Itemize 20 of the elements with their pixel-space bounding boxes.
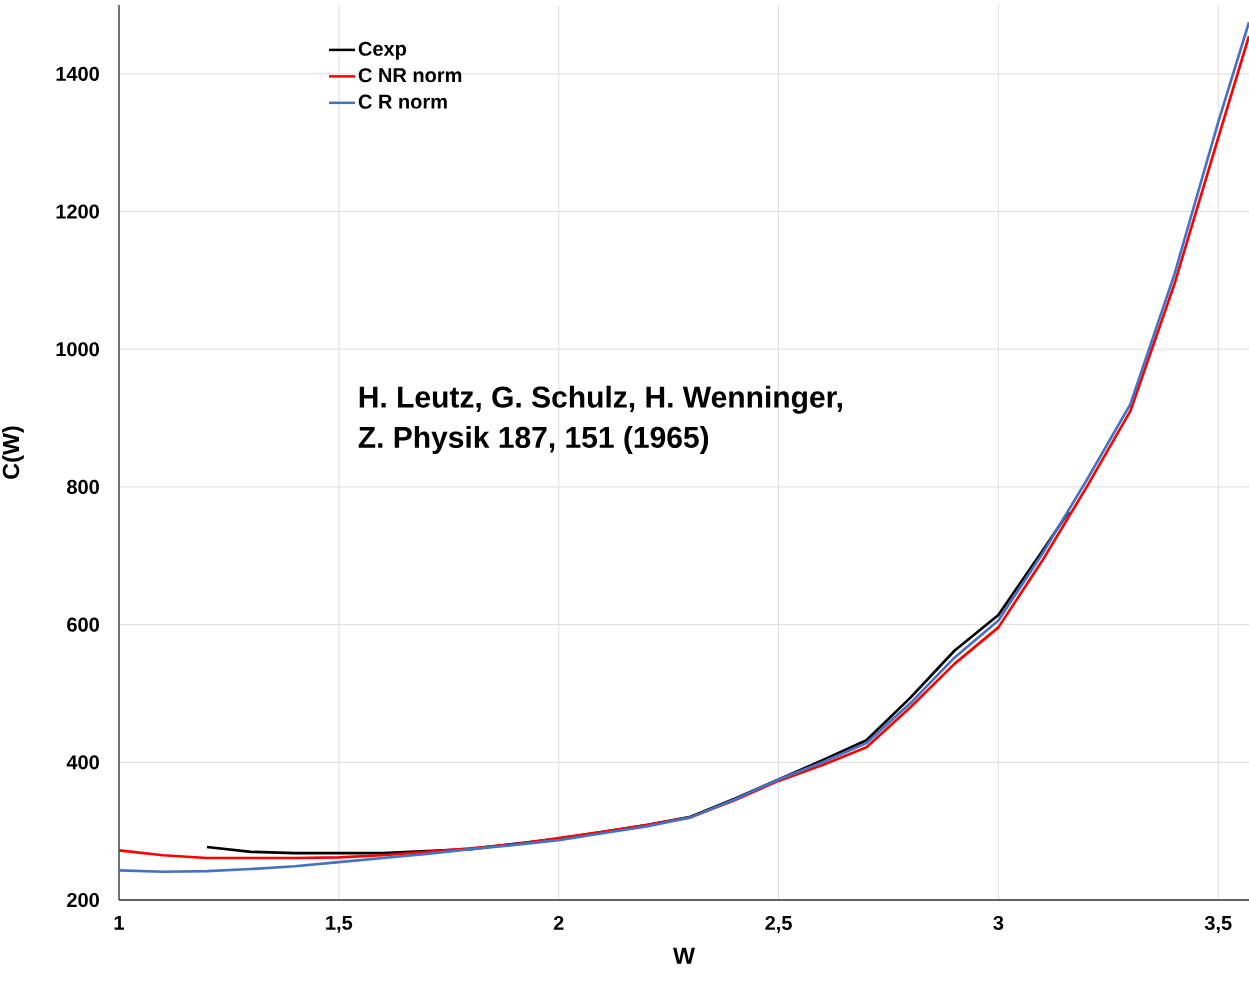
legend-label: Cexp bbox=[358, 41, 407, 60]
x-tick-label: 1 bbox=[114, 915, 124, 930]
y-tick-label: 1400 bbox=[56, 66, 99, 81]
x-axis-title: W bbox=[673, 947, 695, 964]
annotation: Z. Physik 187, 151 (1965) bbox=[358, 425, 709, 454]
x-tick-label: 3,5 bbox=[1204, 915, 1232, 933]
y-tick-label: 800 bbox=[67, 479, 99, 494]
legend-label: C NR norm bbox=[358, 68, 462, 83]
x-tick-label: 2,5 bbox=[765, 915, 792, 933]
y-tick-label: 600 bbox=[67, 617, 99, 632]
y-tick-label: 1000 bbox=[56, 342, 99, 357]
x-tick-label: 1,5 bbox=[326, 915, 353, 933]
y-tick-label: 200 bbox=[67, 892, 99, 908]
x-tick-label: 2 bbox=[553, 915, 564, 930]
y-tick-label: 1200 bbox=[56, 204, 99, 219]
y-tick-label: 400 bbox=[66, 755, 99, 770]
annotation: H. Leutz, G. Schulz, H. Wenninger, bbox=[359, 385, 842, 414]
y-axis-title: C(W) bbox=[2, 426, 24, 479]
legend-label: C R norm bbox=[358, 94, 447, 109]
x-tick-label: 3 bbox=[993, 915, 1004, 931]
